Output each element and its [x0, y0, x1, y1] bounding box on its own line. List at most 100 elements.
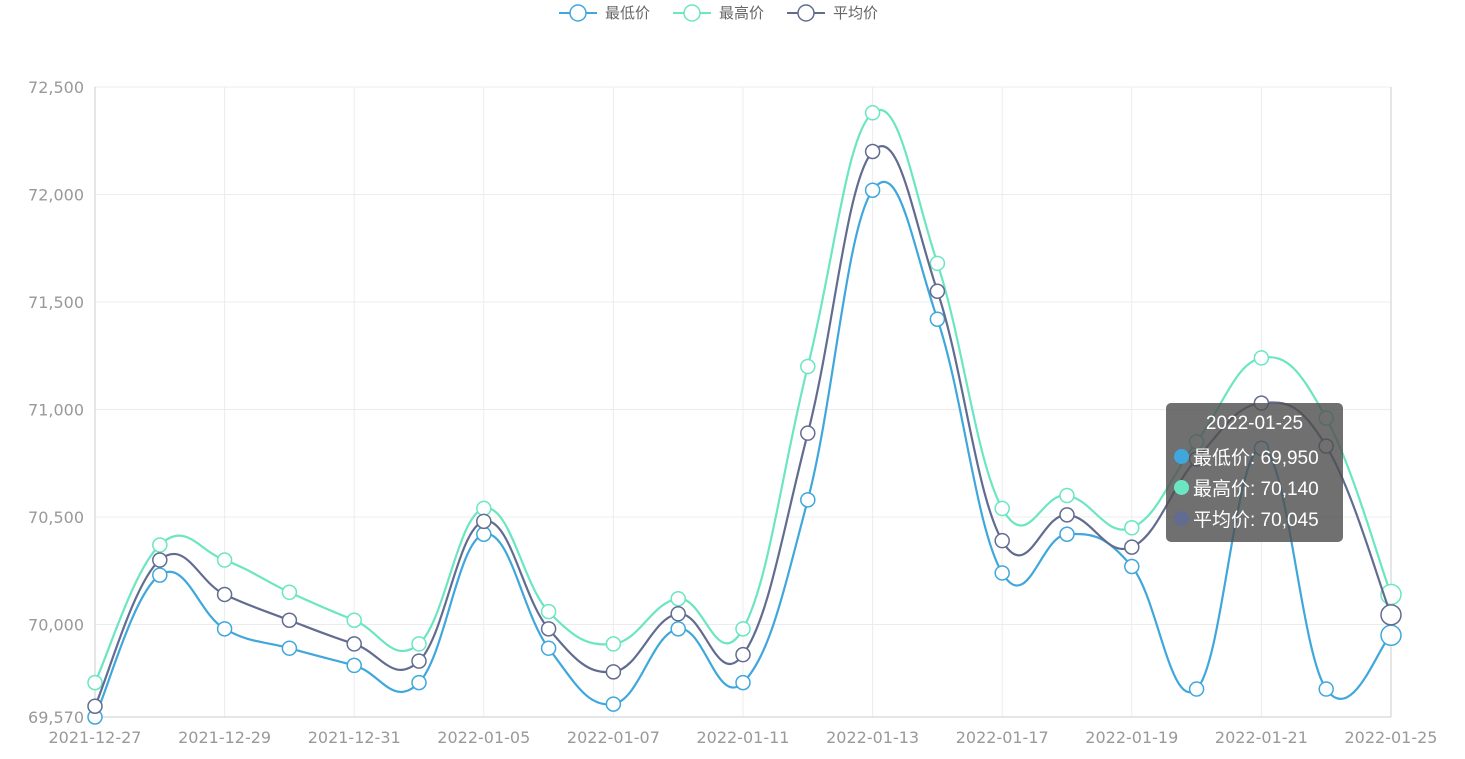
x-tick-label: 2022-01-21 — [1215, 728, 1308, 747]
y-tick-label: 71,000 — [28, 401, 84, 420]
x-tick-label: 2022-01-05 — [437, 728, 530, 747]
x-tick-label: 2022-01-11 — [697, 728, 790, 747]
data-point — [735, 621, 751, 637]
legend-label: 最高价 — [719, 4, 764, 22]
tooltip: 2022-01-25 最低价: 69,950 最高价: 70,140 平均价: … — [1166, 403, 1343, 542]
data-point — [411, 636, 427, 652]
tooltip-dot — [1174, 511, 1189, 526]
data-point — [994, 565, 1010, 581]
data-point — [476, 513, 492, 530]
x-tick-label: 2022-01-13 — [826, 728, 919, 747]
data-point — [540, 640, 557, 656]
data-point — [1188, 681, 1205, 697]
data-point — [216, 552, 233, 568]
data-point — [994, 500, 1010, 517]
data-point — [1124, 520, 1140, 536]
data-point — [864, 182, 881, 198]
data-point — [994, 532, 1010, 549]
data-point — [929, 311, 946, 327]
legend-item[interactable]: 最低价 — [559, 4, 650, 22]
data-point — [411, 653, 427, 669]
data-point — [152, 552, 168, 568]
data-point — [152, 537, 168, 553]
tooltip-title: 2022-01-25 — [1205, 413, 1304, 434]
data-point — [670, 606, 686, 622]
tooltip-row-label: 平均价: 70,045 — [1193, 510, 1319, 531]
tooltip-dot — [1174, 480, 1189, 495]
data-point — [735, 646, 751, 663]
data-point — [1253, 350, 1270, 366]
data-point — [1380, 604, 1402, 626]
data-point — [281, 584, 298, 601]
data-point — [1380, 624, 1402, 647]
data-point — [1059, 507, 1075, 523]
data-point — [670, 621, 686, 637]
tooltip-row: 最高价: 70,140 — [1174, 472, 1343, 503]
series-1 — [87, 180, 1402, 725]
data-point — [605, 696, 622, 712]
data-point — [346, 636, 362, 652]
data-point — [1124, 539, 1140, 555]
data-point — [800, 492, 816, 508]
data-point — [540, 603, 557, 620]
data-point — [605, 664, 622, 680]
legend-item[interactable]: 最高价 — [673, 4, 764, 22]
series-line — [93, 145, 1393, 707]
data-point — [800, 425, 816, 441]
axes: 69,570 70,000 70,500 71,000 71,500 72,000 72,5… — [28, 78, 1437, 747]
data-point — [864, 143, 881, 160]
x-tick-label: 2022-01-25 — [1345, 728, 1438, 747]
data-point — [929, 283, 946, 300]
data-point — [216, 586, 233, 603]
data-point — [281, 640, 298, 656]
data-point — [1059, 487, 1075, 504]
data-point — [540, 621, 557, 637]
y-tick-label: 70,000 — [28, 616, 84, 635]
data-point — [411, 674, 427, 691]
y-tick-label: 71,500 — [28, 293, 84, 312]
tooltip-dot — [1174, 449, 1189, 464]
legend-symbol — [683, 4, 701, 22]
x-tick-label: 2021-12-27 — [49, 728, 142, 747]
legend[interactable]: 最低价 最高价 平均价 — [559, 4, 878, 22]
data-point — [670, 590, 686, 607]
data-point — [864, 105, 881, 121]
data-point — [800, 358, 816, 375]
data-point — [216, 621, 233, 637]
data-point — [152, 567, 168, 583]
x-tick-label: 2022-01-17 — [956, 728, 1049, 747]
legend-item[interactable]: 平均价 — [787, 4, 878, 22]
data-point — [476, 500, 492, 517]
data-point — [87, 674, 103, 691]
data-point — [476, 526, 492, 542]
tooltip-row-label: 最低价: 69,950 — [1193, 448, 1319, 469]
tooltip-row-label: 最高价: 70,140 — [1193, 479, 1319, 500]
legend-label: 平均价 — [833, 4, 878, 22]
data-point — [346, 612, 362, 628]
legend-symbol — [797, 4, 815, 22]
x-tick-label: 2022-01-07 — [567, 728, 660, 747]
series-2 — [87, 105, 1402, 691]
data-point — [346, 657, 362, 674]
series-3 — [87, 143, 1402, 714]
y-tick-label: 70,500 — [28, 508, 84, 527]
legend-label: 最低价 — [605, 4, 650, 22]
data-point — [929, 255, 946, 272]
tooltip-row: 平均价: 70,045 — [1174, 503, 1343, 534]
data-point — [1124, 558, 1140, 575]
y-tick-label: 69,570 — [28, 708, 84, 727]
data-point — [1059, 526, 1075, 542]
data-point — [1318, 681, 1334, 697]
data-point — [605, 636, 622, 652]
x-tick-label: 2021-12-31 — [308, 728, 401, 747]
legend-symbol — [569, 4, 587, 22]
x-tick-label: 2022-01-19 — [1085, 728, 1178, 747]
y-tick-label: 72,000 — [28, 186, 84, 205]
x-tick-label: 2021-12-29 — [178, 728, 271, 747]
data-point — [735, 674, 751, 691]
tooltip-row: 最低价: 69,950 — [1174, 441, 1343, 472]
y-tick-label: 72,500 — [28, 78, 84, 97]
data-point — [281, 612, 298, 628]
data-point — [87, 698, 103, 714]
